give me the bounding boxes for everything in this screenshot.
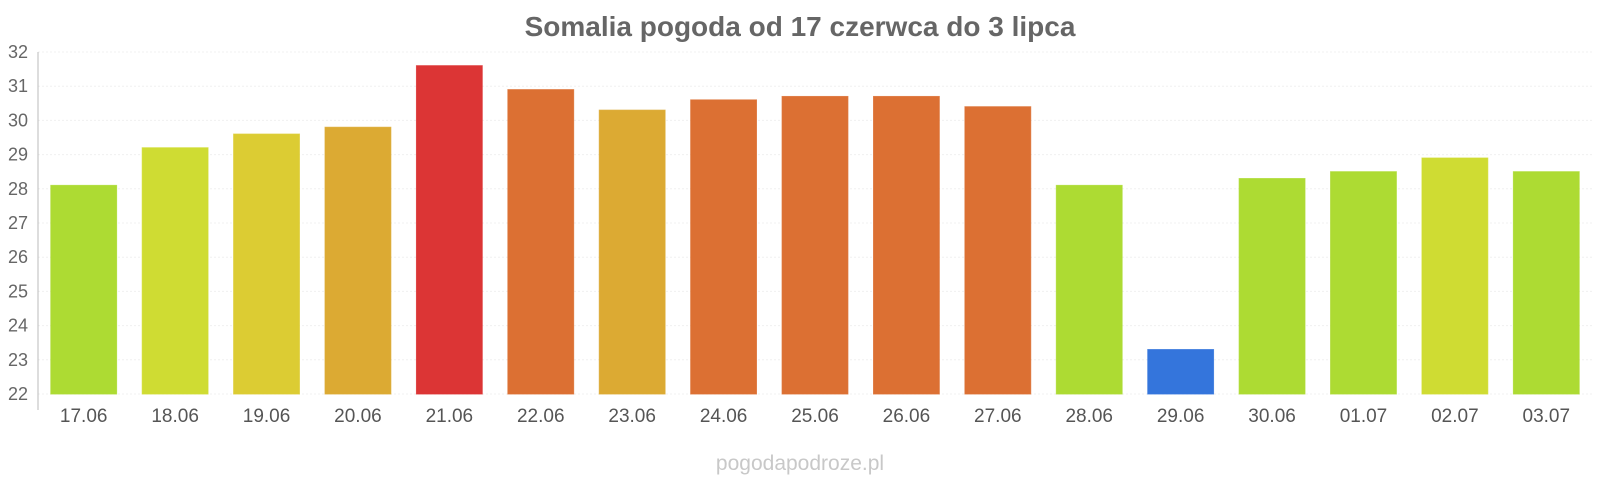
x-tick-label: 19.06 xyxy=(243,406,291,427)
y-tick-label: 30 xyxy=(8,110,28,130)
x-tick-label: 29.06 xyxy=(1157,406,1205,427)
x-tick-label: 28.06 xyxy=(1065,406,1113,427)
x-tick-label: 01.07 xyxy=(1340,406,1388,427)
y-tick-label: 26 xyxy=(8,247,28,267)
bar-22.06 xyxy=(507,89,575,395)
bar-18.06 xyxy=(141,147,209,395)
x-tick-label: 26.06 xyxy=(883,406,931,427)
x-axis-ticks: 17.06 18.06 19.06 20.06 21.06 22.06 23.06 24.06… xyxy=(60,406,1570,427)
x-tick-label: 27.06 xyxy=(974,406,1022,427)
bar-02.07 xyxy=(1421,157,1489,395)
bars xyxy=(50,65,1580,395)
bar-21.06 xyxy=(415,65,483,395)
bar-03.07 xyxy=(1512,171,1580,395)
y-tick-label: 27 xyxy=(8,213,28,233)
x-tick-label: 03.07 xyxy=(1523,406,1571,427)
bar-26.06 xyxy=(873,95,940,395)
x-tick-label: 25.06 xyxy=(791,406,839,427)
x-tick-label: 23.06 xyxy=(608,406,656,427)
y-tick-label: 24 xyxy=(8,316,28,336)
y-axis-ticks: 22 23 24 25 26 27 28 29 30 31 32 xyxy=(8,42,28,404)
x-tick-label: 18.06 xyxy=(151,406,199,427)
bar-25.06 xyxy=(781,95,849,395)
bar-23.06 xyxy=(598,109,666,395)
x-tick-label: 02.07 xyxy=(1431,406,1479,427)
bar-19.06 xyxy=(233,133,300,395)
x-tick-label: 22.06 xyxy=(517,406,565,427)
y-tick-label: 28 xyxy=(8,179,28,199)
y-tick-label: 25 xyxy=(8,281,28,301)
y-tick-label: 29 xyxy=(8,145,28,165)
bar-01.07 xyxy=(1330,171,1397,395)
bar-29.06 xyxy=(1147,349,1215,395)
bar-27.06 xyxy=(964,106,1032,395)
x-tick-label: 30.06 xyxy=(1248,406,1296,427)
bar-20.06 xyxy=(324,126,392,395)
x-tick-label: 24.06 xyxy=(700,406,748,427)
y-tick-label: 23 xyxy=(8,350,28,370)
y-tick-label: 32 xyxy=(8,42,28,62)
bar-17.06 xyxy=(50,184,118,395)
bar-28.06 xyxy=(1055,184,1123,395)
y-tick-label: 22 xyxy=(8,384,28,404)
site-credit: pogodapodroze.pl xyxy=(716,452,884,475)
x-tick-label: 20.06 xyxy=(334,406,382,427)
bar-30.06 xyxy=(1238,178,1306,395)
bar-24.06 xyxy=(690,99,757,395)
chart-title: Somalia pogoda od 17 czerwca do 3 lipca xyxy=(525,11,1076,42)
y-tick-label: 31 xyxy=(8,76,28,96)
x-tick-label: 17.06 xyxy=(60,406,108,427)
x-tick-label: 21.06 xyxy=(426,406,474,427)
